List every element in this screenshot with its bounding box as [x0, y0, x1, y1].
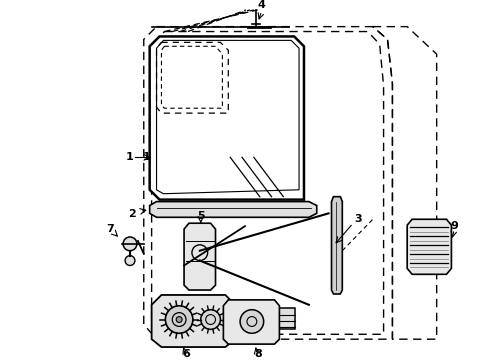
Text: 4: 4 [258, 0, 266, 10]
PathPatch shape [149, 36, 304, 199]
PathPatch shape [151, 295, 235, 347]
PathPatch shape [149, 202, 317, 217]
Text: 2: 2 [128, 210, 136, 219]
Circle shape [125, 256, 135, 265]
PathPatch shape [184, 223, 216, 290]
Circle shape [176, 316, 182, 323]
Circle shape [166, 306, 193, 333]
PathPatch shape [332, 197, 343, 294]
Text: 1: 1 [126, 152, 134, 162]
PathPatch shape [407, 219, 451, 274]
PathPatch shape [223, 300, 279, 344]
Text: 1: 1 [143, 152, 150, 162]
FancyBboxPatch shape [277, 308, 295, 329]
Text: 9: 9 [450, 221, 458, 231]
Text: 5: 5 [197, 211, 205, 221]
Text: 6: 6 [182, 349, 190, 359]
Text: 8: 8 [254, 349, 262, 359]
Circle shape [201, 310, 220, 329]
Circle shape [123, 237, 137, 251]
Text: 7: 7 [106, 224, 114, 234]
Circle shape [240, 310, 264, 333]
Text: 3: 3 [354, 214, 362, 224]
